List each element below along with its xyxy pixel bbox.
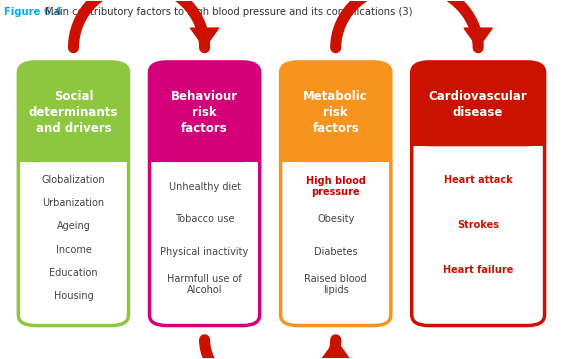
- Bar: [412, 130, 545, 146]
- FancyBboxPatch shape: [149, 62, 260, 162]
- Text: Cardiovascular
disease: Cardiovascular disease: [429, 90, 528, 118]
- Text: Strokes: Strokes: [457, 220, 499, 230]
- Text: Harmfull use of
Alcohol: Harmfull use of Alcohol: [167, 274, 242, 295]
- FancyBboxPatch shape: [412, 62, 545, 146]
- Polygon shape: [190, 28, 219, 48]
- Bar: [149, 146, 260, 162]
- Bar: [281, 146, 391, 162]
- Text: Education: Education: [49, 268, 98, 278]
- FancyBboxPatch shape: [149, 62, 260, 326]
- Text: Figure 6.4: Figure 6.4: [4, 7, 65, 17]
- Text: Ageing: Ageing: [57, 221, 90, 231]
- Text: Raised blood
lipids: Raised blood lipids: [304, 274, 367, 295]
- Text: Heart failure: Heart failure: [443, 265, 513, 275]
- Text: Unhealthy diet: Unhealthy diet: [169, 182, 241, 192]
- Text: Urbanization: Urbanization: [43, 198, 105, 208]
- FancyBboxPatch shape: [281, 62, 391, 326]
- Polygon shape: [464, 28, 492, 48]
- Text: Diabetes: Diabetes: [314, 247, 357, 257]
- Text: High blood
pressure: High blood pressure: [306, 176, 366, 197]
- FancyBboxPatch shape: [18, 62, 128, 326]
- Text: Behaviour
risk
factors: Behaviour risk factors: [171, 89, 238, 135]
- Polygon shape: [321, 340, 350, 359]
- FancyBboxPatch shape: [18, 62, 128, 162]
- Text: Metabolic
risk
factors: Metabolic risk factors: [303, 89, 368, 135]
- Text: Globalization: Globalization: [41, 174, 105, 185]
- Bar: [18, 146, 128, 162]
- Text: Income: Income: [56, 245, 91, 255]
- FancyBboxPatch shape: [281, 62, 391, 162]
- Text: Housing: Housing: [53, 292, 93, 301]
- Text: Main contributory factors to high blood pressure and its complications (3): Main contributory factors to high blood …: [45, 7, 413, 17]
- Text: Heart attack: Heart attack: [444, 175, 512, 185]
- Text: Social
determinants
and drivers: Social determinants and drivers: [29, 89, 118, 135]
- FancyBboxPatch shape: [412, 62, 545, 326]
- Text: Obesity: Obesity: [317, 214, 354, 224]
- Text: Tobacco use: Tobacco use: [175, 214, 235, 224]
- Text: Physical inactivity: Physical inactivity: [161, 247, 249, 257]
